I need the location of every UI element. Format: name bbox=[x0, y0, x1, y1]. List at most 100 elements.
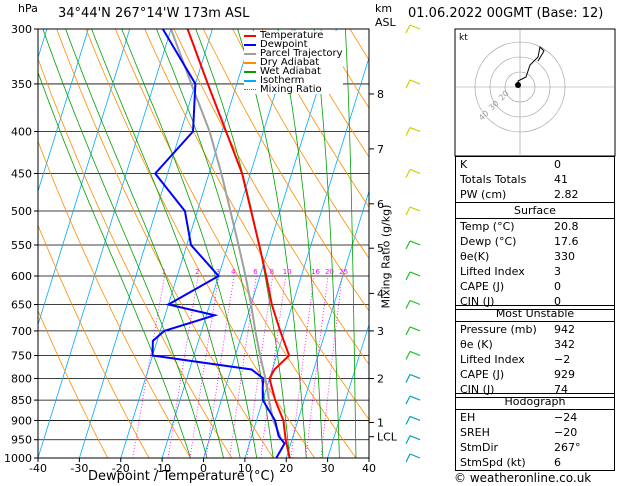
isotherm-line bbox=[203, 29, 337, 458]
legend-item: Wet Adiabat bbox=[244, 66, 343, 77]
wet-adiabat-line bbox=[237, 29, 307, 458]
legend-item: Dewpoint bbox=[244, 39, 343, 50]
mixing-ratio-label: 1 bbox=[162, 268, 166, 276]
legend-swatch bbox=[244, 89, 256, 90]
dry-adiabat-line bbox=[38, 57, 233, 458]
isotherm-line bbox=[120, 29, 255, 458]
legend-swatch bbox=[244, 79, 256, 82]
legend-item: Dry Adiabat bbox=[244, 57, 343, 68]
km-tick-label: 8 bbox=[377, 88, 384, 101]
index-row: Totals Totals 41 bbox=[460, 173, 568, 186]
mixing-ratio-label: 20 bbox=[325, 268, 334, 276]
copyright[interactable]: © weatheronline.co.uk bbox=[454, 471, 592, 485]
x-tick-label: -30 bbox=[70, 462, 88, 475]
wind-barb-flag bbox=[405, 374, 411, 383]
wind-barb-flag bbox=[405, 395, 411, 405]
surface-row: Temp (°C) 20.8 bbox=[460, 220, 579, 233]
hodograph-unit-label: kt bbox=[459, 33, 468, 43]
legend-swatch bbox=[244, 34, 256, 37]
legend-swatch bbox=[244, 61, 256, 64]
dry-adiabat-line bbox=[56, 29, 274, 458]
index-row: PW (cm) 2.82 bbox=[460, 188, 579, 201]
wind-barb bbox=[409, 240, 421, 246]
legend-label: Dewpoint bbox=[260, 39, 308, 50]
wet-adiabat-line bbox=[38, 71, 191, 458]
wind-barb-flag bbox=[405, 79, 411, 89]
wind-barb bbox=[409, 79, 421, 85]
y-tick-label: 800 bbox=[11, 372, 32, 385]
x-axis-label: Dewpoint / Temperature (°C) bbox=[88, 469, 275, 484]
dry-adiabat-line bbox=[144, 29, 369, 421]
km-tick-label: 6 bbox=[377, 198, 384, 211]
legend-item: Mixing Ratio bbox=[244, 85, 343, 95]
isotherm-line bbox=[38, 29, 89, 193]
y-tick-label: 650 bbox=[11, 299, 32, 312]
dry-adiabat-line bbox=[261, 29, 369, 208]
mixing-ratio-line bbox=[290, 275, 315, 458]
km-tick-label: LCL bbox=[377, 431, 398, 444]
unstable-row: Pressure (mb) 942 bbox=[460, 323, 575, 336]
wet-adiabat-line bbox=[65, 29, 224, 458]
surface-title: Surface bbox=[456, 203, 614, 219]
y-tick-label: 600 bbox=[11, 270, 32, 283]
wind-barb-flag bbox=[405, 435, 411, 444]
legend-label: Wet Adiabat bbox=[260, 66, 321, 77]
isotherm-line bbox=[38, 29, 172, 458]
y-axis-label-mixing-ratio: Mixing Ratio (g/kg) bbox=[379, 204, 393, 309]
dry-adiabat-line bbox=[115, 29, 357, 458]
y-tick-label: 350 bbox=[11, 78, 32, 91]
y-tick-label: 400 bbox=[11, 126, 32, 139]
km-tick-label: 5 bbox=[377, 242, 384, 255]
isotherm-line bbox=[38, 29, 131, 326]
dewpoint-line bbox=[151, 29, 286, 458]
wind-barb-flag bbox=[405, 453, 411, 463]
dry-adiabat-line bbox=[173, 29, 369, 366]
wind-barb bbox=[409, 126, 421, 133]
wind-barb bbox=[409, 299, 421, 306]
legend-swatch bbox=[244, 70, 256, 73]
temperature-line bbox=[186, 29, 291, 458]
wind-barb bbox=[409, 350, 421, 357]
y-tick-label: 1000 bbox=[4, 452, 32, 465]
wind-barb bbox=[409, 435, 421, 441]
mixing-ratio-line bbox=[229, 275, 257, 458]
hpa-unit: hPa bbox=[18, 2, 38, 15]
mixing-ratio-line bbox=[167, 275, 199, 458]
hodograph-row: StmSpd (kt) 6 bbox=[460, 456, 561, 469]
wind-barb bbox=[409, 373, 421, 380]
station-location: 34°44'N 267°14'W 173m ASL bbox=[58, 6, 250, 21]
wind-barb bbox=[409, 415, 421, 422]
mixing-ratio-label: 3 bbox=[216, 268, 220, 276]
legend-label: Dry Adiabat bbox=[260, 57, 320, 68]
hodograph-panel: Hodograph EH −24 SREH −20 StmDir 267° StmSp… bbox=[455, 393, 615, 471]
x-tick-label: 10 bbox=[238, 462, 252, 475]
wind-barb bbox=[409, 24, 421, 30]
mixing-ratio-label: 10 bbox=[283, 268, 292, 276]
y-tick-label: 850 bbox=[11, 394, 32, 407]
y-tick-label: 950 bbox=[11, 434, 32, 447]
mixing-ratio-line bbox=[320, 275, 343, 458]
y-tick-label: 700 bbox=[11, 325, 32, 338]
legend-item: Parcel Trajectory bbox=[244, 49, 343, 59]
km-tick-label: 2 bbox=[377, 372, 384, 385]
y-tick-label: 550 bbox=[11, 239, 32, 252]
hodograph-trace bbox=[517, 45, 545, 88]
mixing-ratio-line bbox=[305, 275, 329, 458]
wind-barb bbox=[409, 395, 421, 401]
dry-adiabat-line bbox=[38, 224, 150, 458]
isotherm-line bbox=[161, 29, 296, 458]
mixing-ratio-label: 2 bbox=[195, 268, 199, 276]
legend-label: Temperature bbox=[260, 30, 324, 41]
dry-adiabat-line bbox=[38, 140, 191, 458]
surface-panel: Surface Temp (°C) 20.8 Dewp (°C) 17.6 θe(K… bbox=[455, 202, 615, 310]
legend-swatch bbox=[244, 43, 256, 46]
legend: Temperature Dewpoint Parcel Trajectory Dry … bbox=[244, 30, 343, 95]
legend-swatch bbox=[244, 52, 256, 55]
km-tick-label: 4 bbox=[377, 287, 384, 300]
unstable-row: θe (K) 342 bbox=[460, 338, 575, 351]
hodograph-row: SREH −20 bbox=[460, 426, 578, 439]
mixing-ratio-label: 8 bbox=[270, 268, 274, 276]
wind-barb-flag bbox=[405, 416, 411, 425]
km-tick-label: 1 bbox=[377, 416, 384, 429]
